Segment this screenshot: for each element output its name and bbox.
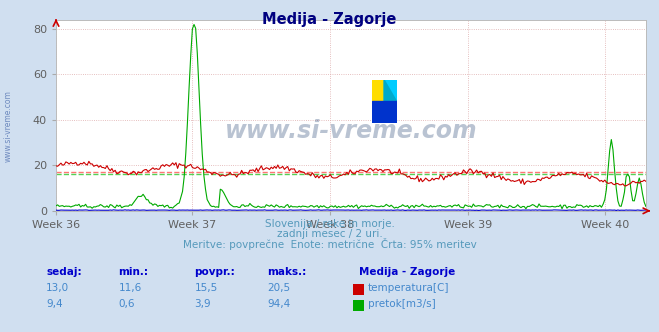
Text: temperatura[C]: temperatura[C] [368, 283, 449, 293]
Text: maks.:: maks.: [267, 267, 306, 277]
Text: 9,4: 9,4 [46, 299, 63, 309]
Text: 13,0: 13,0 [46, 283, 69, 293]
Text: Slovenija / reke in morje.: Slovenija / reke in morje. [264, 219, 395, 229]
Text: 3,9: 3,9 [194, 299, 211, 309]
Text: sedaj:: sedaj: [46, 267, 82, 277]
Text: 15,5: 15,5 [194, 283, 217, 293]
Text: 20,5: 20,5 [267, 283, 290, 293]
Text: 0,6: 0,6 [119, 299, 135, 309]
Bar [372, 80, 384, 102]
Text: 11,6: 11,6 [119, 283, 142, 293]
Text: Medija - Zagorje: Medija - Zagorje [359, 267, 455, 277]
Text: povpr.:: povpr.: [194, 267, 235, 277]
Text: zadnji mesec / 2 uri.: zadnji mesec / 2 uri. [277, 229, 382, 239]
Text: Medija - Zagorje: Medija - Zagorje [262, 12, 397, 27]
Text: pretok[m3/s]: pretok[m3/s] [368, 299, 436, 309]
Text: min.:: min.: [119, 267, 149, 277]
Polygon shape [384, 80, 397, 102]
Text: Meritve: povprečne  Enote: metrične  Črta: 95% meritev: Meritve: povprečne Enote: metrične Črta:… [183, 238, 476, 250]
Text: 94,4: 94,4 [267, 299, 290, 309]
Bar [372, 102, 397, 123]
Bar [384, 80, 397, 102]
Text: www.si-vreme.com: www.si-vreme.com [3, 90, 13, 162]
Text: www.si-vreme.com: www.si-vreme.com [225, 119, 477, 143]
